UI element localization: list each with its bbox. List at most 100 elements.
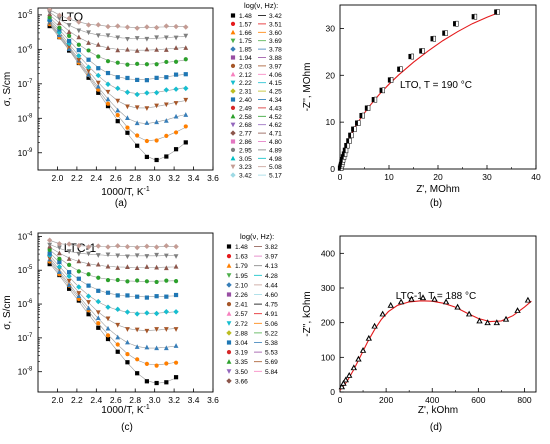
legend-label: 3.50 xyxy=(235,369,248,376)
data-point xyxy=(134,25,140,31)
data-point-half xyxy=(345,147,349,154)
data-point-half xyxy=(390,77,394,83)
panel-a: 2.0 2.2 2.4 2.6 2.8 3.0 3.2 3.4 3.6 10-5 10-6 10-7 1… xyxy=(2,1,282,209)
data-point xyxy=(76,284,82,290)
data-point xyxy=(125,125,130,130)
data-point xyxy=(144,328,150,334)
panel-c: 2.0 2.2 2.4 2.6 2.8 3.0 3.2 3.4 3.6 10-4 10-5 10-6 1… xyxy=(2,231,278,433)
legend-marker xyxy=(226,330,232,336)
fit-curve xyxy=(49,244,177,257)
y-tick-label: 30 xyxy=(326,23,336,33)
data-point xyxy=(125,327,130,332)
data-point xyxy=(124,244,131,250)
data-point xyxy=(154,47,160,52)
data-point-half xyxy=(348,138,352,144)
legend-label: 1.66 xyxy=(239,30,252,37)
legend-marker xyxy=(230,13,236,18)
x-tick-label: 800 xyxy=(517,395,531,405)
x-tick-label: 3.6 xyxy=(207,173,219,183)
legend-label: 4.98 xyxy=(269,156,282,163)
data-point xyxy=(86,300,91,305)
data-point xyxy=(125,293,130,298)
legend-marker xyxy=(226,263,232,268)
legend-label: 3.78 xyxy=(269,47,282,54)
data-point xyxy=(115,334,121,340)
legend-label: 2.22 xyxy=(239,80,252,87)
data-point xyxy=(163,35,169,41)
data-point xyxy=(173,45,179,50)
legend-label: 3.97 xyxy=(265,254,278,261)
panel-annotation: LTC-1, T = 188 °C xyxy=(396,291,476,302)
data-point xyxy=(144,310,150,316)
data-point xyxy=(95,298,101,305)
data-point xyxy=(173,72,179,77)
x-axis-label: Z', kOhm xyxy=(418,405,458,416)
data-point xyxy=(183,124,188,129)
data-point xyxy=(105,45,111,51)
legend-label: 3.51 xyxy=(269,21,282,28)
data-point xyxy=(47,251,52,256)
data-point xyxy=(154,252,160,258)
legend-label: 4.75 xyxy=(265,302,278,309)
data-point xyxy=(124,24,131,30)
data-point xyxy=(173,343,179,348)
legend-label: 2.49 xyxy=(239,105,252,112)
data-point xyxy=(164,361,169,366)
data-point xyxy=(154,345,160,351)
data-point xyxy=(154,363,159,368)
data-point xyxy=(115,277,120,283)
data-point xyxy=(173,86,179,92)
data-point xyxy=(86,283,91,288)
data-point-half xyxy=(346,142,350,149)
legend-label: 3.88 xyxy=(269,55,282,62)
legend-label: 5.08 xyxy=(269,164,282,171)
data-point xyxy=(105,70,111,76)
legend-label: 2.03 xyxy=(239,63,252,70)
data-point xyxy=(144,379,149,384)
data-point xyxy=(96,54,101,59)
legend-marker xyxy=(230,63,236,68)
data-point xyxy=(66,15,72,22)
data-point xyxy=(67,38,72,44)
legend-marker xyxy=(230,55,236,60)
data-point xyxy=(56,241,63,247)
data-point xyxy=(95,42,101,47)
legend-label: 4.80 xyxy=(269,139,282,146)
y-tick-exponent: -7 xyxy=(27,333,33,339)
data-point xyxy=(47,10,53,16)
legend-label: 1.48 xyxy=(239,13,252,20)
data-point-half xyxy=(410,53,414,60)
data-point xyxy=(135,371,140,376)
data-point xyxy=(125,279,130,284)
data-point xyxy=(96,325,101,330)
legend-label: 5.69 xyxy=(265,359,278,366)
data-point-half xyxy=(421,48,425,54)
legend-label: 2.68 xyxy=(239,122,252,129)
x-axis-label-sup: -1 xyxy=(144,186,150,193)
data-layer xyxy=(46,8,189,163)
data-point xyxy=(95,261,101,267)
plot-frame xyxy=(339,4,537,170)
data-point xyxy=(125,104,130,110)
y-tick-label: 300 xyxy=(321,283,335,293)
legend-marker xyxy=(226,369,232,374)
legend-label: 5.22 xyxy=(265,330,278,337)
data-point-half xyxy=(357,120,361,126)
data-point xyxy=(47,262,52,267)
legend-label: 4.52 xyxy=(269,114,282,121)
legend-marker xyxy=(230,147,236,152)
data-point xyxy=(76,42,81,47)
data-point xyxy=(95,33,101,39)
data-point xyxy=(76,48,81,53)
data-point xyxy=(154,119,160,125)
data-point xyxy=(173,278,179,284)
data-point xyxy=(125,75,130,81)
data-point xyxy=(163,23,170,29)
legend-title: log(ν, Hz): xyxy=(244,1,278,10)
y-tick-label: 10-5 xyxy=(18,10,33,20)
data-point xyxy=(67,262,72,267)
data-point xyxy=(163,87,170,93)
x-tick-label: 0 xyxy=(338,172,343,182)
data-point-half xyxy=(353,126,357,133)
data-point xyxy=(66,273,72,279)
